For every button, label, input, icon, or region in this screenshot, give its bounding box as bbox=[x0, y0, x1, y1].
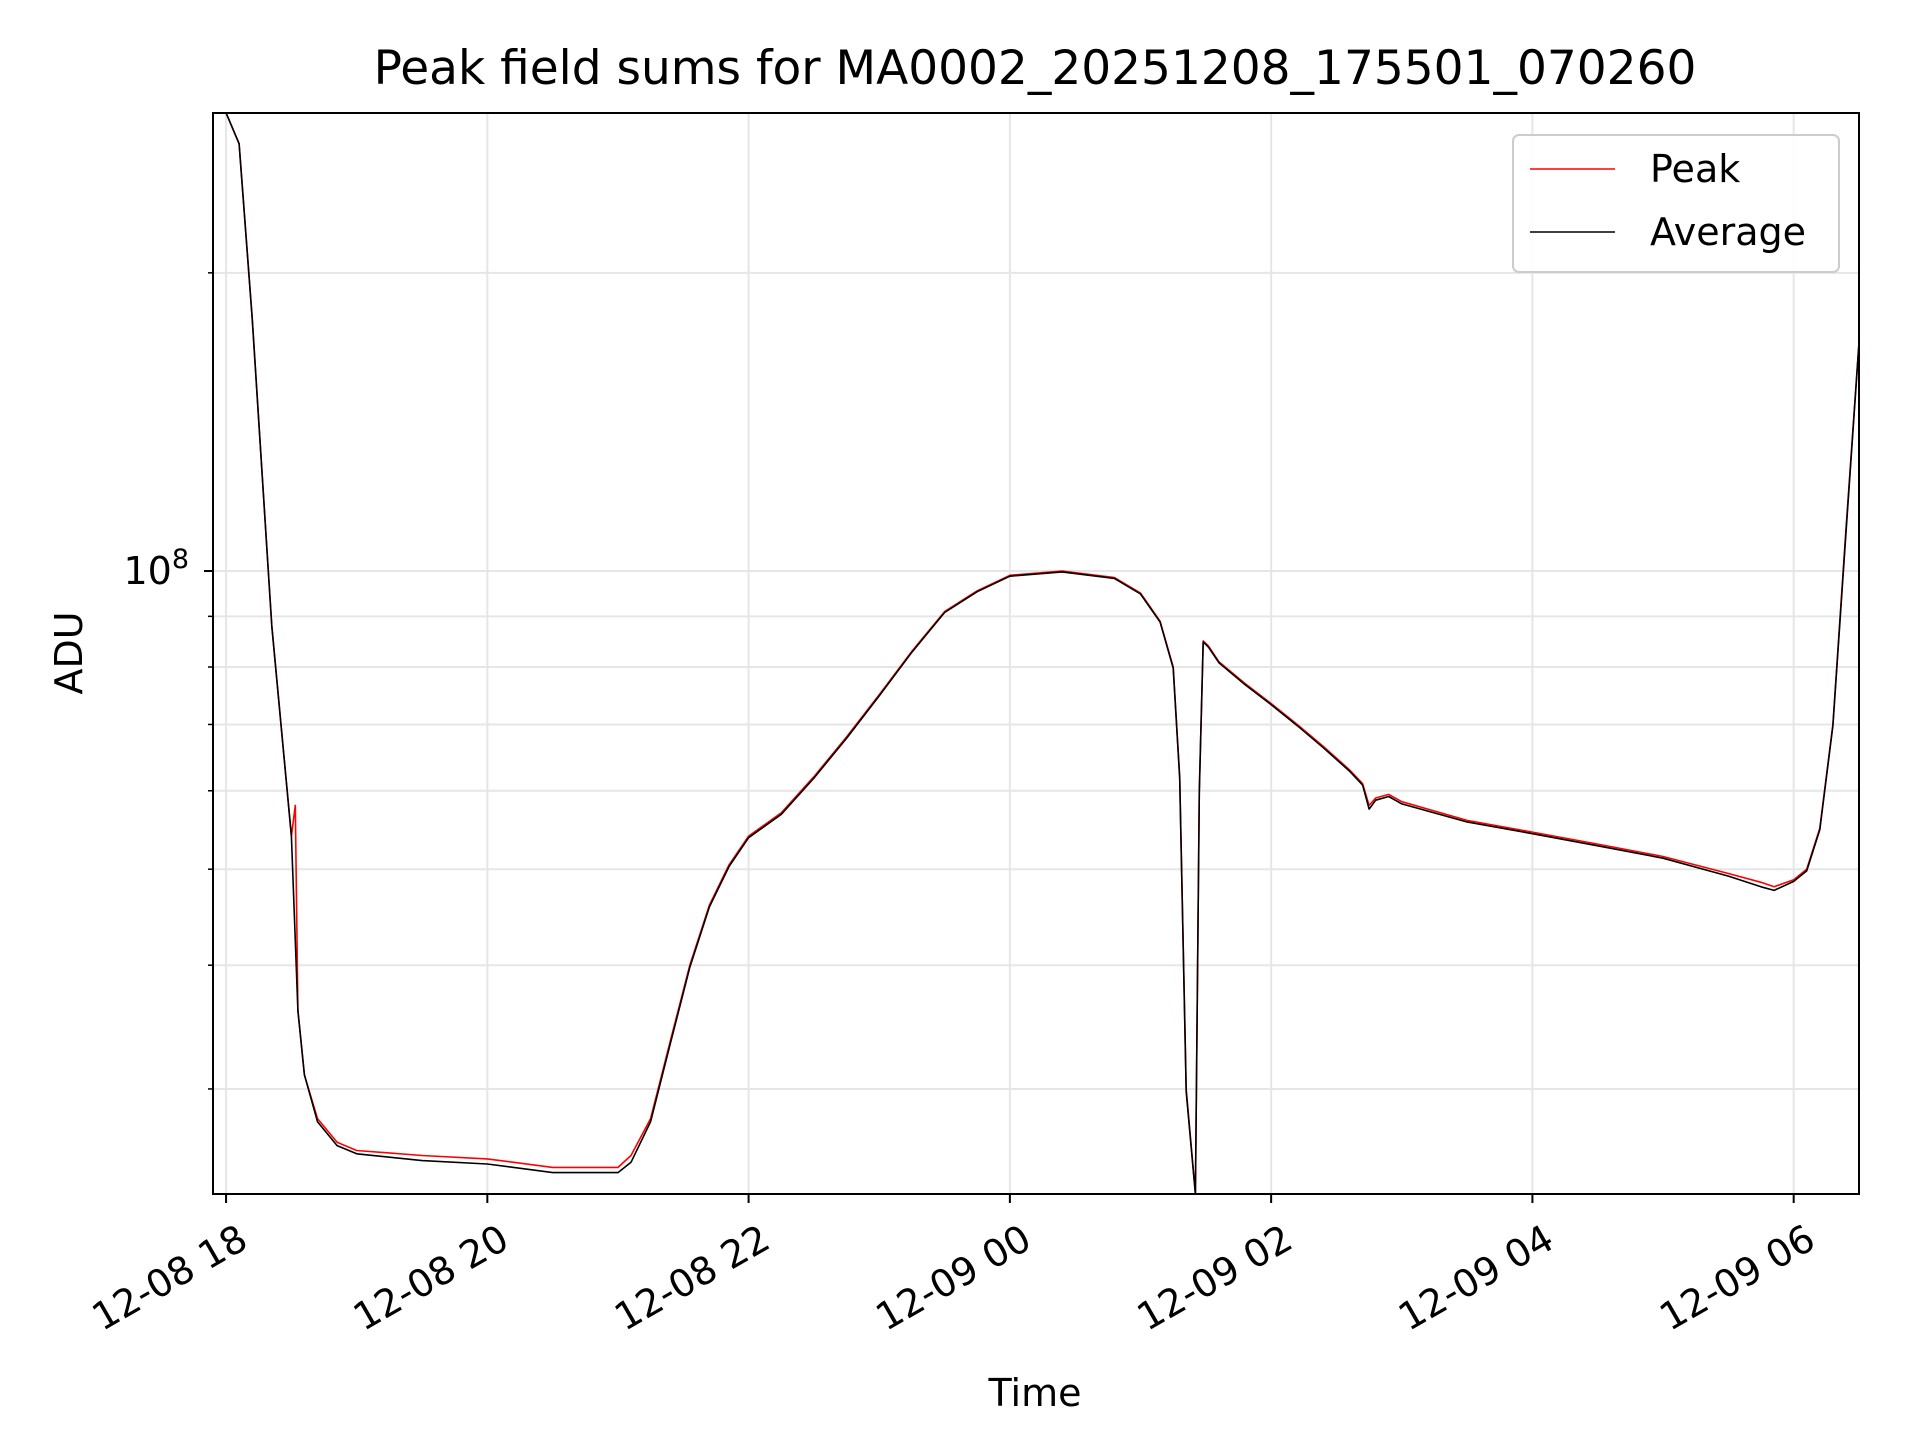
chart-title: Peak field sums for MA0002_20251208_1755… bbox=[374, 41, 1697, 96]
series-layer bbox=[225, 113, 1859, 1194]
legend: Peak Average bbox=[1512, 134, 1840, 273]
legend-label-average: Average bbox=[1650, 210, 1806, 254]
grid bbox=[213, 113, 1859, 1194]
plot-frame bbox=[212, 112, 1860, 1195]
y-axis: 108 bbox=[123, 272, 213, 1090]
y-axis-label: ADU bbox=[47, 611, 91, 694]
legend-label-peak: Peak bbox=[1650, 147, 1740, 191]
x-axis-label: Time bbox=[988, 1371, 1082, 1415]
y-tick-label: 108 bbox=[123, 544, 189, 593]
series-line-average bbox=[225, 113, 1859, 1194]
